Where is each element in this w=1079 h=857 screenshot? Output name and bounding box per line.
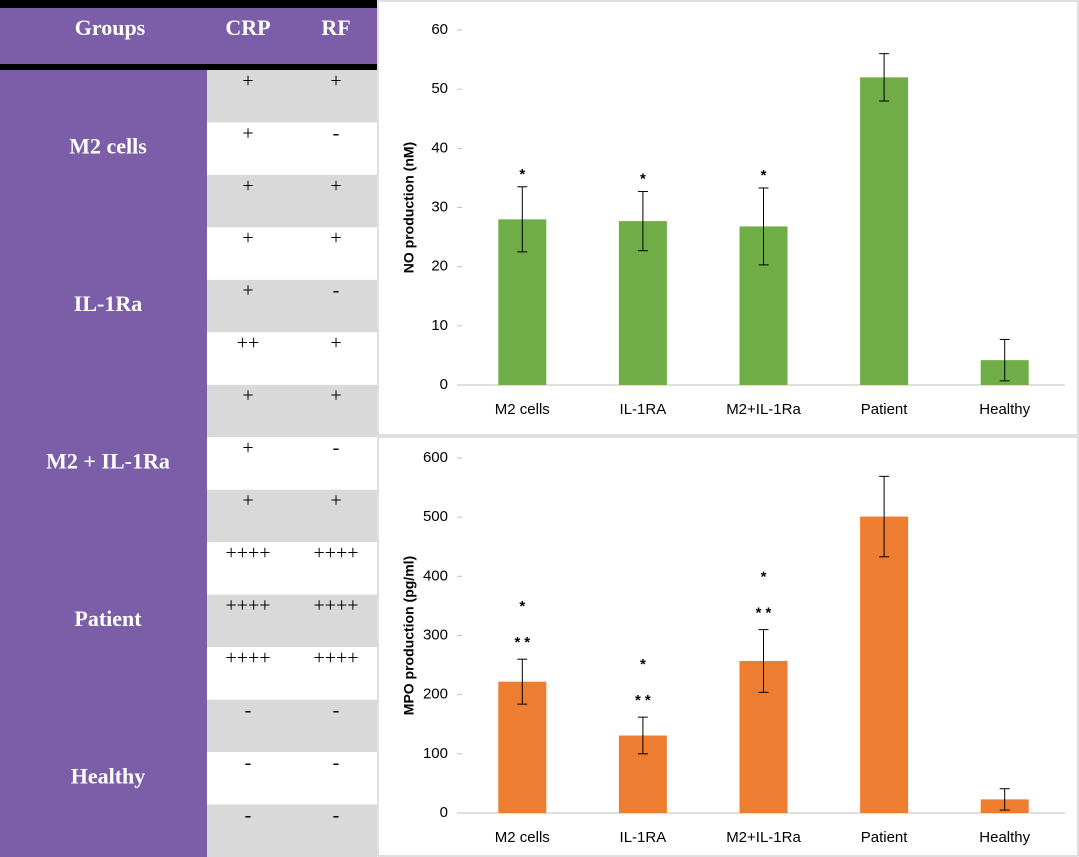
row-bg bbox=[207, 489, 377, 543]
y-tick-label: 20 bbox=[431, 258, 448, 275]
group-label: Patient bbox=[74, 606, 142, 631]
y-tick-label: 200 bbox=[423, 686, 448, 703]
y-tick-label: 10 bbox=[431, 317, 448, 334]
row-bg bbox=[207, 279, 377, 333]
header-cell: Groups bbox=[75, 15, 146, 40]
row-bg bbox=[207, 542, 377, 595]
row-bg bbox=[207, 804, 377, 857]
row-bg bbox=[207, 384, 377, 438]
group-label: M2 cells bbox=[69, 134, 147, 159]
header-cell: CRP bbox=[225, 15, 270, 40]
header-bottom-rule bbox=[0, 64, 377, 70]
x-tick-label: Patient bbox=[861, 401, 909, 418]
cell: + bbox=[242, 437, 253, 459]
y-tick-label: 30 bbox=[431, 198, 448, 215]
y-tick-label: 400 bbox=[423, 567, 448, 584]
row-bg bbox=[207, 437, 377, 490]
cell: - bbox=[333, 280, 340, 302]
y-axis-label: NO production (nM) bbox=[401, 142, 417, 273]
cell: + bbox=[330, 70, 341, 92]
cell: + bbox=[330, 332, 341, 354]
cell: - bbox=[333, 122, 340, 144]
cell: - bbox=[333, 752, 340, 774]
annotation: * bbox=[519, 598, 529, 615]
y-tick-label: 500 bbox=[423, 508, 448, 525]
header-bg bbox=[0, 0, 377, 68]
y-tick-label: 100 bbox=[423, 745, 448, 762]
group-label: M2 + IL-1Ra bbox=[46, 449, 170, 474]
cell: + bbox=[242, 122, 253, 144]
row-bg bbox=[207, 227, 377, 280]
cell: + bbox=[330, 385, 341, 407]
cell: ++++ bbox=[313, 647, 358, 669]
cell: + bbox=[242, 385, 253, 407]
y-tick-label: 40 bbox=[431, 139, 448, 156]
row-bg bbox=[207, 594, 377, 648]
group-column bbox=[0, 70, 207, 857]
row-bg bbox=[207, 647, 377, 700]
x-tick-label: Healthy bbox=[979, 829, 1030, 846]
cell: ++++ bbox=[313, 594, 358, 616]
cell: ++ bbox=[237, 332, 260, 354]
annotation: ** bbox=[756, 605, 776, 622]
annotation: * bbox=[640, 656, 650, 673]
bar bbox=[860, 516, 909, 813]
cell: + bbox=[330, 175, 341, 197]
annotation: * bbox=[640, 170, 650, 187]
cell: + bbox=[242, 490, 253, 512]
x-tick-label: Patient bbox=[861, 829, 909, 846]
cell: - bbox=[333, 804, 340, 826]
row-bg bbox=[207, 699, 377, 753]
cell: + bbox=[242, 70, 253, 92]
x-tick-label: M2+IL-1Ra bbox=[726, 401, 801, 418]
cell: - bbox=[245, 699, 252, 721]
bottom-panel bbox=[377, 436, 1079, 857]
x-tick-label: M2 cells bbox=[495, 829, 550, 846]
group-label: IL-1Ra bbox=[74, 291, 142, 316]
row-bg bbox=[207, 70, 377, 123]
row-bg bbox=[207, 752, 377, 805]
annotation: ** bbox=[635, 692, 655, 709]
y-axis-label: MPO production (pg/ml) bbox=[401, 556, 417, 715]
cell: - bbox=[333, 699, 340, 721]
x-tick-label: IL-1RA bbox=[620, 401, 667, 418]
cell: + bbox=[242, 227, 253, 249]
x-tick-label: IL-1RA bbox=[620, 829, 667, 846]
row-bg bbox=[207, 174, 377, 228]
cell: + bbox=[242, 280, 253, 302]
annotation: * bbox=[761, 569, 771, 586]
header-cell: RF bbox=[321, 15, 350, 40]
row-bg bbox=[207, 122, 377, 175]
cell: ++++ bbox=[225, 647, 270, 669]
row-bg bbox=[207, 332, 377, 385]
y-tick-label: 300 bbox=[423, 626, 448, 643]
y-tick-label: 600 bbox=[423, 449, 448, 466]
header-top-rule bbox=[0, 0, 377, 8]
group-label: Healthy bbox=[71, 763, 146, 788]
cell: ++++ bbox=[225, 594, 270, 616]
cell: ++++ bbox=[225, 542, 270, 564]
y-tick-label: 0 bbox=[440, 376, 448, 393]
y-tick-label: 50 bbox=[431, 80, 448, 97]
cell: + bbox=[330, 490, 341, 512]
bar bbox=[860, 77, 909, 385]
cell: - bbox=[245, 752, 252, 774]
y-tick-label: 60 bbox=[431, 21, 448, 38]
annotation: * bbox=[761, 167, 771, 184]
y-tick-label: 0 bbox=[440, 804, 448, 821]
cell: + bbox=[242, 175, 253, 197]
annotation: * bbox=[519, 166, 529, 183]
top-panel bbox=[377, 0, 1079, 436]
annotation: ** bbox=[514, 634, 534, 651]
cell: - bbox=[333, 437, 340, 459]
cell: + bbox=[330, 227, 341, 249]
x-tick-label: M2 cells bbox=[495, 401, 550, 418]
x-tick-label: Healthy bbox=[979, 401, 1030, 418]
cell: - bbox=[245, 804, 252, 826]
x-tick-label: M2+IL-1Ra bbox=[726, 829, 801, 846]
cell: ++++ bbox=[313, 542, 358, 564]
